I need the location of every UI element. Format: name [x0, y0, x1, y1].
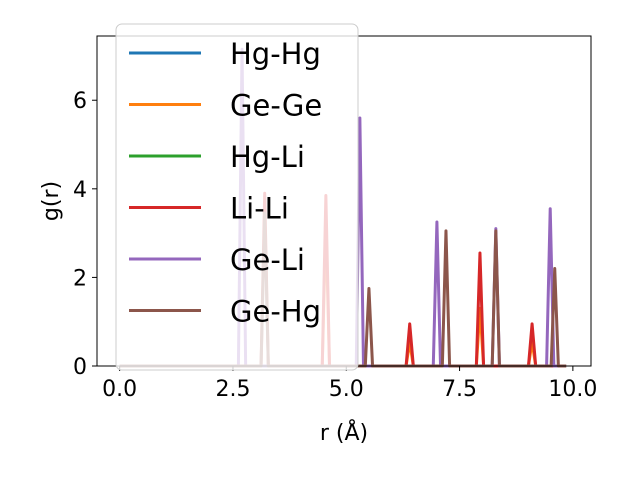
- x-axis-label: r (Å): [320, 419, 368, 446]
- y-tick-label: 2: [73, 266, 87, 291]
- legend-label-li-li: Li-Li: [230, 192, 289, 226]
- x-axis-ticks: 0.0 2.5 5.0 7.5 10.0: [102, 366, 597, 402]
- x-tick-label: 5.0: [329, 377, 364, 402]
- y-tick-label: 6: [73, 89, 87, 114]
- y-tick-label: 0: [73, 355, 87, 380]
- y-axis-label: g(r): [39, 181, 64, 221]
- legend-label-ge-hg: Ge-Hg: [230, 295, 321, 329]
- legend-label-ge-li: Ge-Li: [230, 243, 305, 277]
- x-tick-label: 10.0: [548, 377, 597, 402]
- legend-label-ge-ge: Ge-Ge: [230, 89, 322, 123]
- y-tick-label: 4: [73, 178, 87, 203]
- x-tick-label: 7.5: [442, 377, 477, 402]
- legend-label-hg-li: Hg-Li: [230, 140, 305, 174]
- x-tick-label: 0.0: [102, 377, 137, 402]
- legend: Hg-Hg Ge-Ge Hg-Li Li-Li Ge-Li Ge-Hg: [115, 23, 359, 371]
- legend-label-hg-hg: Hg-Hg: [230, 37, 321, 71]
- x-tick-label: 2.5: [215, 377, 250, 402]
- legend-frame: [115, 23, 359, 371]
- y-axis-ticks: 0 2 4 6: [73, 89, 97, 380]
